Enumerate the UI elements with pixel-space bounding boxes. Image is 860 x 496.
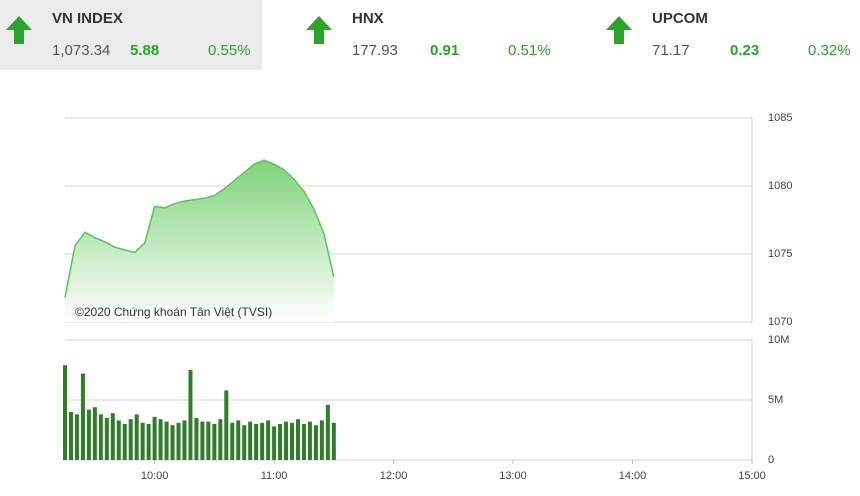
volume-bar: [248, 421, 253, 460]
x-tick-label: 14:00: [619, 470, 647, 482]
up-arrow: [6, 16, 32, 44]
volume-bar: [284, 421, 289, 460]
y-tick-label: 0: [768, 454, 774, 466]
volume-bar: [236, 420, 241, 460]
volume-bar: [254, 424, 259, 460]
volume-bar: [110, 413, 115, 460]
volume-bar: [331, 422, 336, 460]
ticker-change: 5.88: [130, 42, 160, 59]
volume-bar: [319, 420, 324, 460]
volume-bar: [152, 416, 157, 460]
volume-bar: [80, 373, 85, 460]
ticker-change: 0.23: [730, 42, 760, 59]
volume-bar: [158, 419, 163, 460]
ticker-percent: 0.32%: [808, 42, 851, 59]
volume-bar: [295, 419, 300, 460]
volume-bar: [116, 420, 121, 460]
ticker-change: 0.91: [430, 42, 460, 59]
volume-bar: [134, 414, 139, 460]
volume-bar: [278, 424, 283, 460]
volume-bar: [230, 422, 235, 460]
y-tick-label: 1080: [768, 180, 792, 192]
volume-bar: [74, 414, 79, 460]
volume-bar: [194, 418, 199, 460]
volume-bar: [104, 418, 109, 460]
y-tick-label: 5M: [768, 394, 783, 406]
volume-bar: [266, 420, 271, 460]
ticker-tile[interactable]: UPCOM 71.17 0.23 0.32%: [600, 0, 860, 70]
volume-bar: [301, 424, 306, 460]
ticker-name: VN INDEX: [52, 10, 123, 27]
volume-bar: [176, 422, 181, 460]
ticker-percent: 0.51%: [508, 42, 551, 59]
ticker-percent: 0.55%: [208, 42, 251, 59]
volume-bar: [260, 422, 265, 460]
ticker-name: HNX: [352, 10, 384, 27]
y-tick-label: 10M: [768, 334, 789, 346]
ticker-price: 1,073.34: [52, 42, 111, 59]
x-tick-label: 12:00: [380, 470, 408, 482]
volume-bar: [182, 420, 187, 460]
y-tick-label: 1070: [768, 316, 792, 328]
volume-bar: [128, 419, 133, 460]
annotation: ©2020 Chứng khoán Tân Việt (TVSI): [75, 305, 272, 319]
ticker-tile[interactable]: VN INDEX 1,073.34 5.88 0.55%: [0, 0, 262, 70]
volume-bar: [218, 419, 223, 460]
area-fill: [65, 160, 334, 322]
price-line: [64, 159, 335, 298]
volume-bar: [272, 426, 277, 460]
volume-bar: [170, 425, 175, 460]
y-tick-label: 1085: [768, 112, 792, 124]
x-tick-label: 15:00: [738, 470, 766, 482]
volume-bar: [122, 424, 127, 460]
volume-bar: [224, 390, 229, 460]
volume-bar: [68, 412, 73, 460]
volume-bar: [86, 409, 91, 460]
x-tick-label: 13:00: [499, 470, 527, 482]
volume-bar: [313, 425, 318, 460]
x-tick-label: 11:00: [261, 470, 288, 482]
volume-bar: [140, 422, 145, 460]
ticker-price: 71.17: [652, 42, 690, 59]
volume-bar: [206, 421, 211, 460]
volume-bar: [200, 421, 205, 460]
volume-bar: [212, 424, 217, 460]
up-arrow: [606, 16, 632, 44]
volume-bar: [98, 414, 103, 460]
volume-bar: [188, 370, 193, 460]
x-tick-label: 10:00: [141, 470, 169, 482]
up-arrow: [306, 16, 332, 44]
volume-bar: [242, 425, 247, 460]
ticker-tile[interactable]: HNX 177.93 0.91 0.51%: [300, 0, 562, 70]
ticker-price: 177.93: [352, 42, 398, 59]
volume-bar: [92, 407, 97, 460]
y-tick-label: 1075: [768, 248, 792, 260]
volume-bar: [63, 365, 67, 460]
volume-bar: [290, 422, 295, 460]
ticker-name: UPCOM: [652, 10, 708, 27]
volume-bar: [164, 421, 169, 460]
volume-bar: [146, 424, 151, 460]
volume-bar: [307, 421, 312, 460]
volume-bar: [325, 404, 330, 460]
